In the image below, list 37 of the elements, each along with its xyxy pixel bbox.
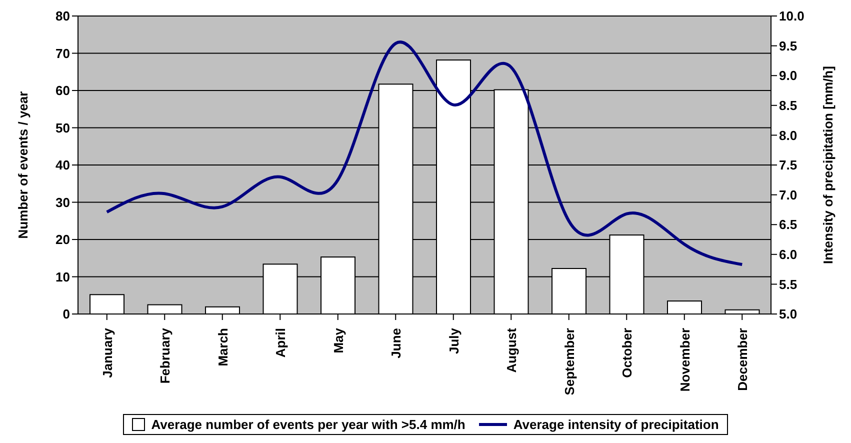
x-tick-label: June <box>388 328 404 358</box>
y2-tick-label: 9.5 <box>779 38 798 54</box>
x-tick-label: October <box>620 328 635 378</box>
x-tick-label: May <box>330 327 346 354</box>
y2-tick-label: 7.0 <box>779 187 798 202</box>
y2-tick-label: 9.0 <box>779 68 798 84</box>
y-tick-label: 50 <box>56 120 70 136</box>
x-tick-label: December <box>735 328 750 391</box>
x-tick-label: February <box>158 327 173 384</box>
y2-tick-label: 8.5 <box>779 98 798 114</box>
y-tick-label: 80 <box>56 8 70 24</box>
y2-axis-title: Intensity of precipitation [mm/h] <box>820 66 836 264</box>
line-series <box>105 42 744 266</box>
y-tick-label: 60 <box>56 83 70 98</box>
y-tick-label: 40 <box>56 158 70 173</box>
y-tick-label: 30 <box>56 194 70 210</box>
y-tick-label: 10 <box>56 269 70 284</box>
x-tick-label: January <box>100 327 115 378</box>
y-tick-label: 70 <box>56 46 70 61</box>
y2-tick-label: 10.0 <box>779 8 804 24</box>
y2-tick-label: 7.5 <box>779 158 798 173</box>
x-tick-label: March <box>215 328 230 366</box>
legend-label: Average intensity of precipitation <box>512 417 719 432</box>
x-tick-label: April <box>273 328 288 358</box>
x-tick-label: September <box>562 328 577 396</box>
x-tick-label: November <box>677 328 692 392</box>
y2-tick-label: 8.0 <box>779 128 798 143</box>
y-axis-title: Number of events / year <box>16 91 31 239</box>
y-tick-label: 0 <box>62 306 70 322</box>
x-tick-label: July <box>446 327 462 354</box>
y2-tick-label: 5.0 <box>779 306 798 322</box>
y-tick-label: 20 <box>56 232 70 248</box>
x-tick-label: August <box>504 327 520 373</box>
legend-label: Average number of events per year with >5.4 mm/h <box>150 417 466 432</box>
y2-tick-label: 6.0 <box>779 247 798 262</box>
y2-tick-label: 5.5 <box>779 276 798 292</box>
y2-tick-label: 6.5 <box>779 217 798 232</box>
